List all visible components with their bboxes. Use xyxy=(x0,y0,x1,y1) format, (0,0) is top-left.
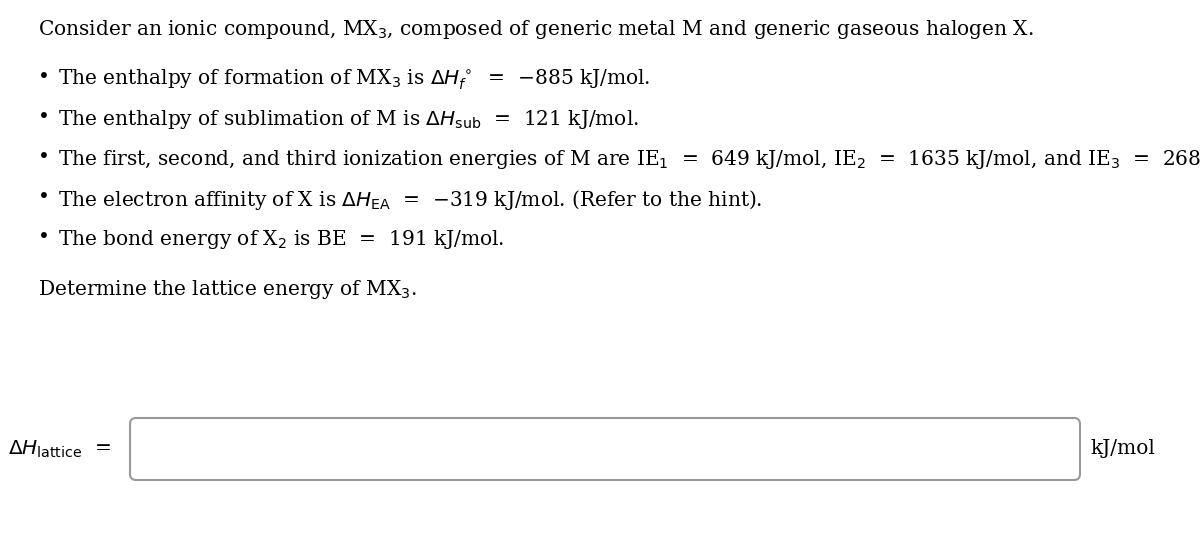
Text: The first, second, and third ionization energies of M are IE$_1$  =  649 kJ/mol,: The first, second, and third ionization … xyxy=(58,148,1200,171)
Text: •: • xyxy=(38,108,50,127)
Text: •: • xyxy=(38,228,50,247)
Text: Determine the lattice energy of MX$_3$.: Determine the lattice energy of MX$_3$. xyxy=(38,278,416,301)
Text: •: • xyxy=(38,68,50,87)
Text: Consider an ionic compound, MX$_3$, composed of generic metal M and generic gase: Consider an ionic compound, MX$_3$, comp… xyxy=(38,18,1034,41)
Text: •: • xyxy=(38,188,50,207)
Text: The enthalpy of formation of MX$_3$ is $\Delta H^\circ_f$  =  −885 kJ/mol.: The enthalpy of formation of MX$_3$ is $… xyxy=(58,68,650,93)
Text: •: • xyxy=(38,148,50,167)
Text: The enthalpy of sublimation of M is $\Delta H_{\mathrm{sub}}$  =  121 kJ/mol.: The enthalpy of sublimation of M is $\De… xyxy=(58,108,640,131)
Text: The electron affinity of X is $\Delta H_{\mathrm{EA}}$  =  −319 kJ/mol. (Refer t: The electron affinity of X is $\Delta H_… xyxy=(58,188,762,212)
FancyBboxPatch shape xyxy=(130,418,1080,480)
Text: kJ/mol: kJ/mol xyxy=(1090,439,1154,458)
Text: $\Delta H_{\mathrm{lattice}}$  =: $\Delta H_{\mathrm{lattice}}$ = xyxy=(8,438,110,460)
Text: The bond energy of X$_2$ is BE  =  191 kJ/mol.: The bond energy of X$_2$ is BE = 191 kJ/… xyxy=(58,228,504,251)
